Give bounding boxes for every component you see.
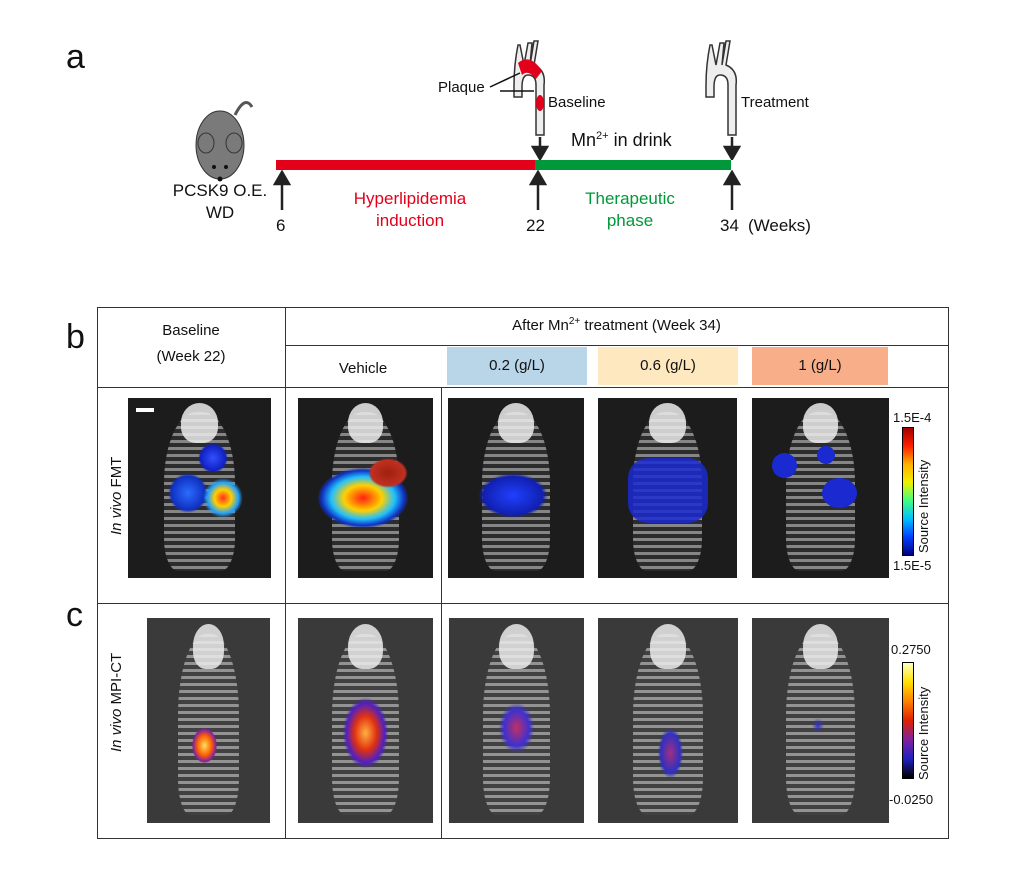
panel-label-c: c	[66, 596, 83, 634]
signal-area	[628, 458, 708, 523]
induction-line-2: induction	[375, 211, 445, 230]
row-b-label: In vivo FMT	[108, 457, 125, 535]
week-34: 34	[720, 216, 739, 235]
ct-cbar-title: Source Intensity	[916, 686, 931, 780]
model-label: PCSK9 O.E. WD	[160, 180, 280, 224]
group-1: 1 (g/L)	[752, 347, 888, 385]
ct-image-1	[752, 618, 889, 823]
fmt-cbar-title: Source Intensity	[916, 459, 931, 553]
fmt-cbar-min: 1.5E-5	[893, 558, 932, 573]
group-0-2: 0.2 (g/L)	[447, 347, 587, 385]
ct-colorbar	[902, 662, 914, 779]
fmt-image-baseline	[128, 398, 271, 578]
model-line-1: PCSK9 O.E.	[172, 181, 268, 200]
group-0-6: 0.6 (g/L)	[598, 347, 738, 385]
drink-sup: 2+	[596, 130, 609, 142]
baseline-label: Baseline	[548, 94, 606, 111]
plaque-label: Plaque	[438, 79, 485, 96]
fmt-cbar-max: 1.5E-4	[893, 410, 932, 425]
ct-cbar-min: -0.0250	[889, 792, 934, 807]
after-pre: After Mn	[512, 317, 569, 334]
drink-label: Mn2+ in drink	[571, 130, 672, 151]
ct-image-baseline	[147, 618, 270, 823]
fmt-image-1	[752, 398, 889, 578]
after-post: treatment (Week 34)	[580, 317, 721, 334]
therapeutic-line-1: Therapeutic	[585, 189, 675, 208]
drink-rest: in drink	[608, 130, 672, 150]
week-6: 6	[276, 216, 286, 235]
row-c-italic: In vivo	[108, 708, 125, 752]
fmt-image-0-6	[598, 398, 737, 578]
scale-bar	[136, 408, 154, 412]
induction-bar	[276, 160, 535, 170]
model-line-2: WD	[205, 203, 235, 222]
row-b-italic: In vivo	[108, 491, 125, 535]
baseline-header: Baseline (Week 22)	[97, 318, 285, 370]
therapeutic-bar	[535, 160, 731, 170]
therapeutic-label: Therapeutic phase	[550, 188, 710, 232]
weeks-unit: (Weeks)	[748, 216, 811, 235]
baseline-header-line-2: (Week 22)	[156, 348, 226, 365]
week-arrows	[272, 170, 742, 210]
after-sup: 2+	[568, 316, 581, 327]
ct-image-vehicle	[298, 618, 433, 823]
therapeutic-line-2: phase	[606, 211, 654, 230]
group-vehicle: Vehicle	[338, 360, 388, 377]
induction-line-1: Hyperlipidemia	[353, 189, 467, 208]
treatment-label: Treatment	[741, 94, 809, 111]
aorta-icons	[489, 40, 742, 160]
drink-text: Mn	[571, 130, 597, 150]
baseline-header-line-1: Baseline	[162, 322, 220, 339]
fmt-colorbar	[902, 427, 914, 556]
after-treatment-header: After Mn2+ treatment (Week 34)	[285, 316, 948, 334]
fmt-image-vehicle	[298, 398, 433, 578]
week-22: 22	[526, 216, 545, 235]
ct-image-0-2	[449, 618, 584, 823]
panel-label-b: b	[66, 318, 85, 356]
panel-label-a: a	[66, 38, 85, 76]
ct-cbar-max: 0.2750	[891, 642, 931, 657]
mouse-icon	[195, 101, 254, 182]
fmt-image-0-2	[448, 398, 584, 578]
ct-image-0-6	[598, 618, 738, 823]
row-b-text: FMT	[108, 456, 125, 492]
induction-label: Hyperlipidemia induction	[320, 188, 500, 232]
results-table	[97, 307, 949, 839]
row-c-text: MPI-CT	[108, 652, 125, 709]
row-c-label: In vivo MPI-CT	[108, 653, 125, 752]
